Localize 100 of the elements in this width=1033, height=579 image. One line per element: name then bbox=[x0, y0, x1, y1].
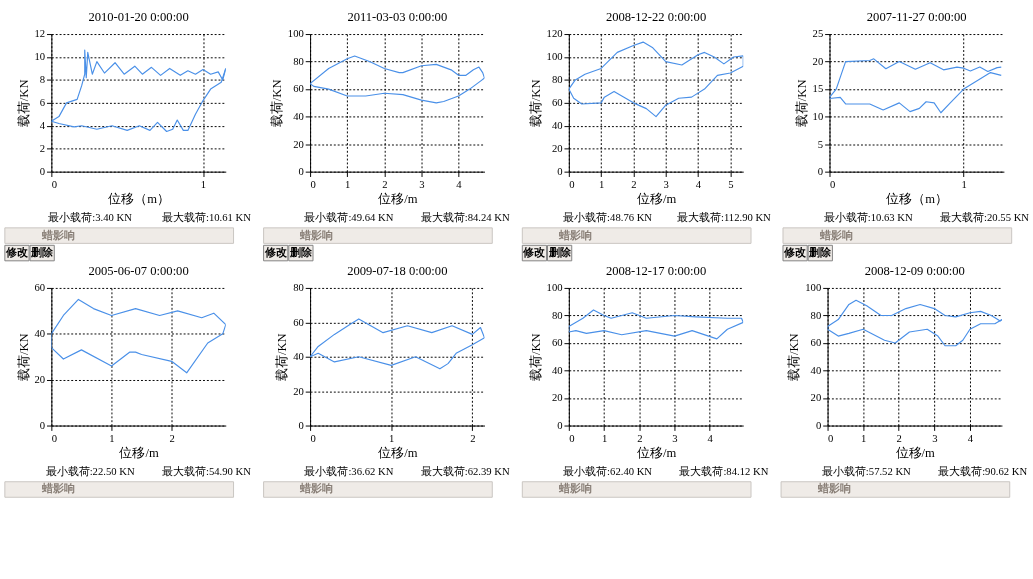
y-tick-label: 100 bbox=[287, 28, 304, 40]
x-tick-label: 1 bbox=[109, 432, 115, 444]
x-tick-label: 1 bbox=[961, 178, 967, 190]
y-axis-title: 载荷/KN bbox=[787, 333, 802, 382]
x-tick-label: 0 bbox=[51, 432, 58, 444]
x-tick-label: 3 bbox=[932, 432, 938, 444]
y-tick-label: 40 bbox=[551, 120, 563, 132]
x-tick-label: 2 bbox=[169, 432, 175, 444]
x-tick-label: 4 bbox=[707, 432, 714, 444]
text: 删除 bbox=[30, 245, 55, 258]
y-tick-label: 0 bbox=[557, 166, 563, 178]
chart-title: 2008-12-17 0:00:00 bbox=[605, 264, 707, 279]
y-tick-label: 80 bbox=[293, 282, 304, 294]
text: 修改 bbox=[263, 246, 287, 258]
text: 最大载荷:112.90 KN bbox=[676, 211, 772, 224]
text: 删除 bbox=[288, 245, 313, 258]
x-tick-label: 4 bbox=[967, 432, 974, 444]
y-tick-label: 10 bbox=[34, 51, 46, 63]
x-tick-label: 3 bbox=[672, 432, 678, 444]
y-tick-label: 40 bbox=[810, 364, 822, 376]
x-axis-title: 位移（m） bbox=[886, 192, 949, 207]
x-tick-label: 0 bbox=[828, 432, 834, 444]
y-tick-label: 20 bbox=[551, 143, 563, 155]
y-tick-label: 60 bbox=[293, 316, 304, 328]
x-tick-label: 3 bbox=[419, 178, 425, 190]
y-tick-label: 100 bbox=[546, 282, 563, 294]
y-tick-label: 20 bbox=[293, 138, 304, 150]
y-tick-label: 60 bbox=[551, 337, 563, 349]
y-tick-label: 2 bbox=[39, 143, 46, 155]
y-tick-label: 0 bbox=[557, 419, 563, 431]
x-tick-label: 2 bbox=[382, 178, 388, 190]
y-tick-label: 40 bbox=[551, 364, 563, 376]
x-tick-label: 5 bbox=[728, 178, 734, 190]
y-tick-label: 100 bbox=[546, 51, 563, 63]
text: 最大载荷:10.61 KN bbox=[161, 211, 252, 224]
chart-title: 2007-11-27 0:00:00 bbox=[866, 10, 967, 25]
x-tick-label: 2 bbox=[470, 432, 476, 444]
y-tick-label: 0 bbox=[815, 419, 822, 431]
text: 蜡影响 bbox=[40, 228, 75, 241]
y-tick-label: 0 bbox=[39, 166, 46, 178]
chart-title: 2009-07-18 0:00:00 bbox=[347, 264, 448, 279]
y-tick-label: 80 bbox=[551, 309, 563, 321]
text: 蜡影响 bbox=[818, 228, 853, 241]
x-tick-label: 1 bbox=[860, 432, 867, 444]
y-tick-label: 12 bbox=[34, 28, 46, 40]
y-tick-label: 6 bbox=[39, 97, 46, 109]
chart-title: 2011-03-03 0:00:00 bbox=[347, 10, 448, 25]
y-axis-title: 载荷/KN bbox=[270, 79, 285, 128]
text: 蜡影响 bbox=[558, 228, 593, 241]
y-tick-label: 120 bbox=[546, 28, 563, 40]
y-axis-title: 载荷/KN bbox=[16, 79, 31, 128]
text: 修改 bbox=[4, 246, 28, 258]
y-tick-label: 60 bbox=[293, 83, 304, 95]
y-tick-label: 5 bbox=[817, 138, 824, 150]
text: 最大载荷:54.90 KN bbox=[161, 464, 252, 477]
y-tick-label: 40 bbox=[34, 328, 46, 340]
text: 最小载荷:62.40 KN bbox=[563, 464, 653, 477]
text: 蜡影响 bbox=[299, 482, 334, 495]
x-tick-label: 0 bbox=[51, 178, 58, 190]
text: 最小载荷:3.40 KN bbox=[48, 211, 133, 224]
text: 最小载荷:57.52 KN bbox=[821, 464, 912, 477]
text: 修改 bbox=[522, 246, 546, 258]
y-tick-label: 80 bbox=[293, 55, 304, 67]
y-tick-label: 10 bbox=[812, 111, 824, 123]
y-tick-label: 60 bbox=[551, 97, 563, 109]
x-tick-label: 4 bbox=[456, 178, 463, 190]
y-tick-label: 100 bbox=[805, 282, 822, 294]
y-tick-label: 20 bbox=[34, 374, 46, 386]
text: 最大载荷:84.12 KN bbox=[679, 464, 769, 477]
y-tick-label: 20 bbox=[293, 385, 304, 397]
text: 蜡影响 bbox=[299, 228, 334, 241]
y-tick-label: 25 bbox=[812, 28, 824, 40]
text: 蜡影响 bbox=[816, 482, 851, 495]
x-tick-label: 1 bbox=[598, 178, 605, 190]
text: 最大载荷:62.39 KN bbox=[420, 464, 510, 477]
x-tick-label: 1 bbox=[345, 178, 351, 190]
x-tick-label: 2 bbox=[631, 178, 637, 190]
y-tick-label: 80 bbox=[810, 309, 822, 321]
y-tick-label: 60 bbox=[810, 337, 822, 349]
x-axis-title: 位移/m bbox=[636, 446, 677, 461]
y-tick-label: 20 bbox=[810, 392, 822, 404]
text: 最小载荷:48.76 KN bbox=[563, 211, 653, 224]
x-tick-label: 1 bbox=[389, 432, 395, 444]
text: 最小载荷:49.64 KN bbox=[304, 211, 394, 224]
chart-title: 2010-01-20 0:00:00 bbox=[88, 10, 189, 25]
x-tick-label: 2 bbox=[637, 432, 643, 444]
y-tick-label: 0 bbox=[817, 166, 824, 178]
y-tick-label: 0 bbox=[39, 419, 46, 431]
x-tick-label: 0 bbox=[569, 432, 575, 444]
y-axis-title: 载荷/KN bbox=[275, 333, 290, 382]
text: 最小载荷:36.62 KN bbox=[304, 464, 394, 477]
x-axis-title: 位移/m bbox=[119, 446, 159, 461]
x-tick-label: 3 bbox=[663, 178, 669, 190]
x-axis-title: 位移/m bbox=[636, 192, 677, 207]
y-tick-label: 80 bbox=[551, 74, 563, 86]
text: 删除 bbox=[547, 245, 572, 258]
y-tick-label: 40 bbox=[293, 111, 304, 123]
text: 最大载荷:84.24 KN bbox=[420, 211, 510, 224]
x-tick-label: 0 bbox=[829, 178, 836, 190]
text: 蜡影响 bbox=[40, 482, 75, 495]
